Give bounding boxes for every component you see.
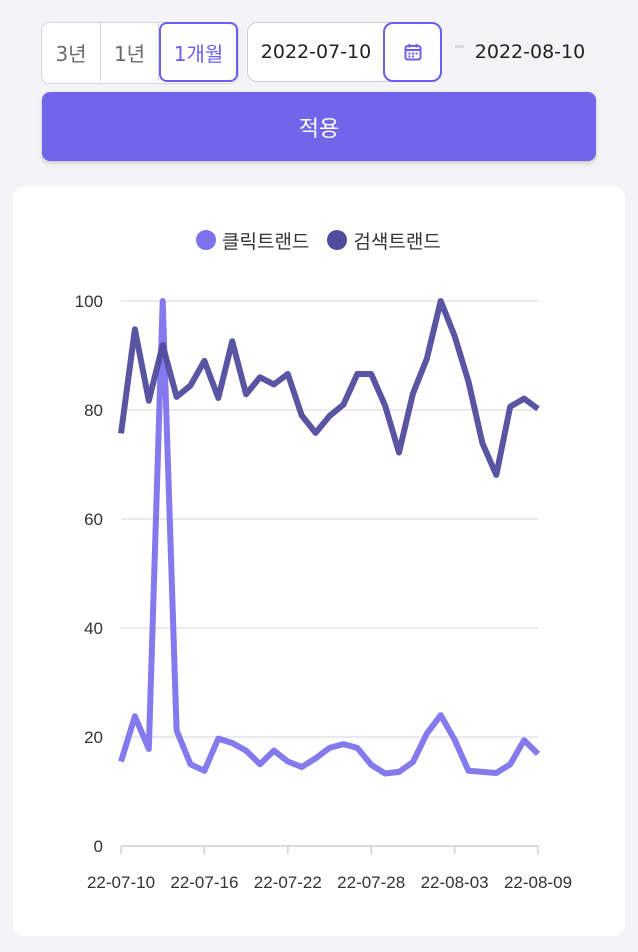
calendar-icon [404, 44, 421, 61]
y-tick-label: 40 [84, 619, 103, 638]
legend-item-click-trend[interactable]: 클릭트랜드 [196, 227, 309, 254]
apply-button[interactable]: 적용 [42, 92, 596, 161]
x-tick-label: 22-07-16 [170, 873, 238, 892]
y-tick-label: 100 [75, 292, 103, 311]
x-tick-label: 22-07-22 [254, 873, 322, 892]
period-toggle-group: 3년 1년 1개월 [41, 22, 239, 84]
chart-card [13, 186, 625, 936]
legend-dot-search [327, 230, 348, 250]
legend-dot-click [196, 230, 216, 250]
period-3y-button[interactable]: 3년 [42, 23, 101, 81]
date-range-separator [455, 45, 464, 48]
y-tick-label: 20 [84, 728, 103, 747]
period-1m-button[interactable]: 1개월 [159, 22, 238, 82]
x-tick-label: 22-07-28 [337, 873, 405, 892]
x-tick-label: 22-08-03 [421, 873, 489, 892]
end-date-field[interactable]: 2022-08-10 [474, 41, 586, 63]
start-date-field[interactable]: 2022-07-10 [247, 22, 442, 82]
legend-label-click: 클릭트랜드 [222, 230, 310, 253]
x-tick-label: 22-08-09 [504, 873, 572, 892]
legend-label-search: 검색트랜드 [353, 230, 441, 253]
y-tick-label: 80 [84, 401, 103, 420]
period-1y-button[interactable]: 1년 [101, 23, 159, 81]
y-tick-label: 0 [94, 837, 103, 856]
x-tick-label: 22-07-10 [87, 873, 155, 892]
chart-legend: 클릭트랜드 검색트랜드 [196, 226, 459, 254]
calendar-button[interactable] [383, 22, 442, 82]
series-line-search-trend [118, 298, 540, 478]
start-date-value: 2022-07-10 [260, 41, 372, 63]
legend-item-search-trend[interactable]: 검색트랜드 [327, 227, 441, 254]
series-line-click-trend [118, 298, 541, 777]
y-tick-label: 60 [84, 510, 103, 529]
